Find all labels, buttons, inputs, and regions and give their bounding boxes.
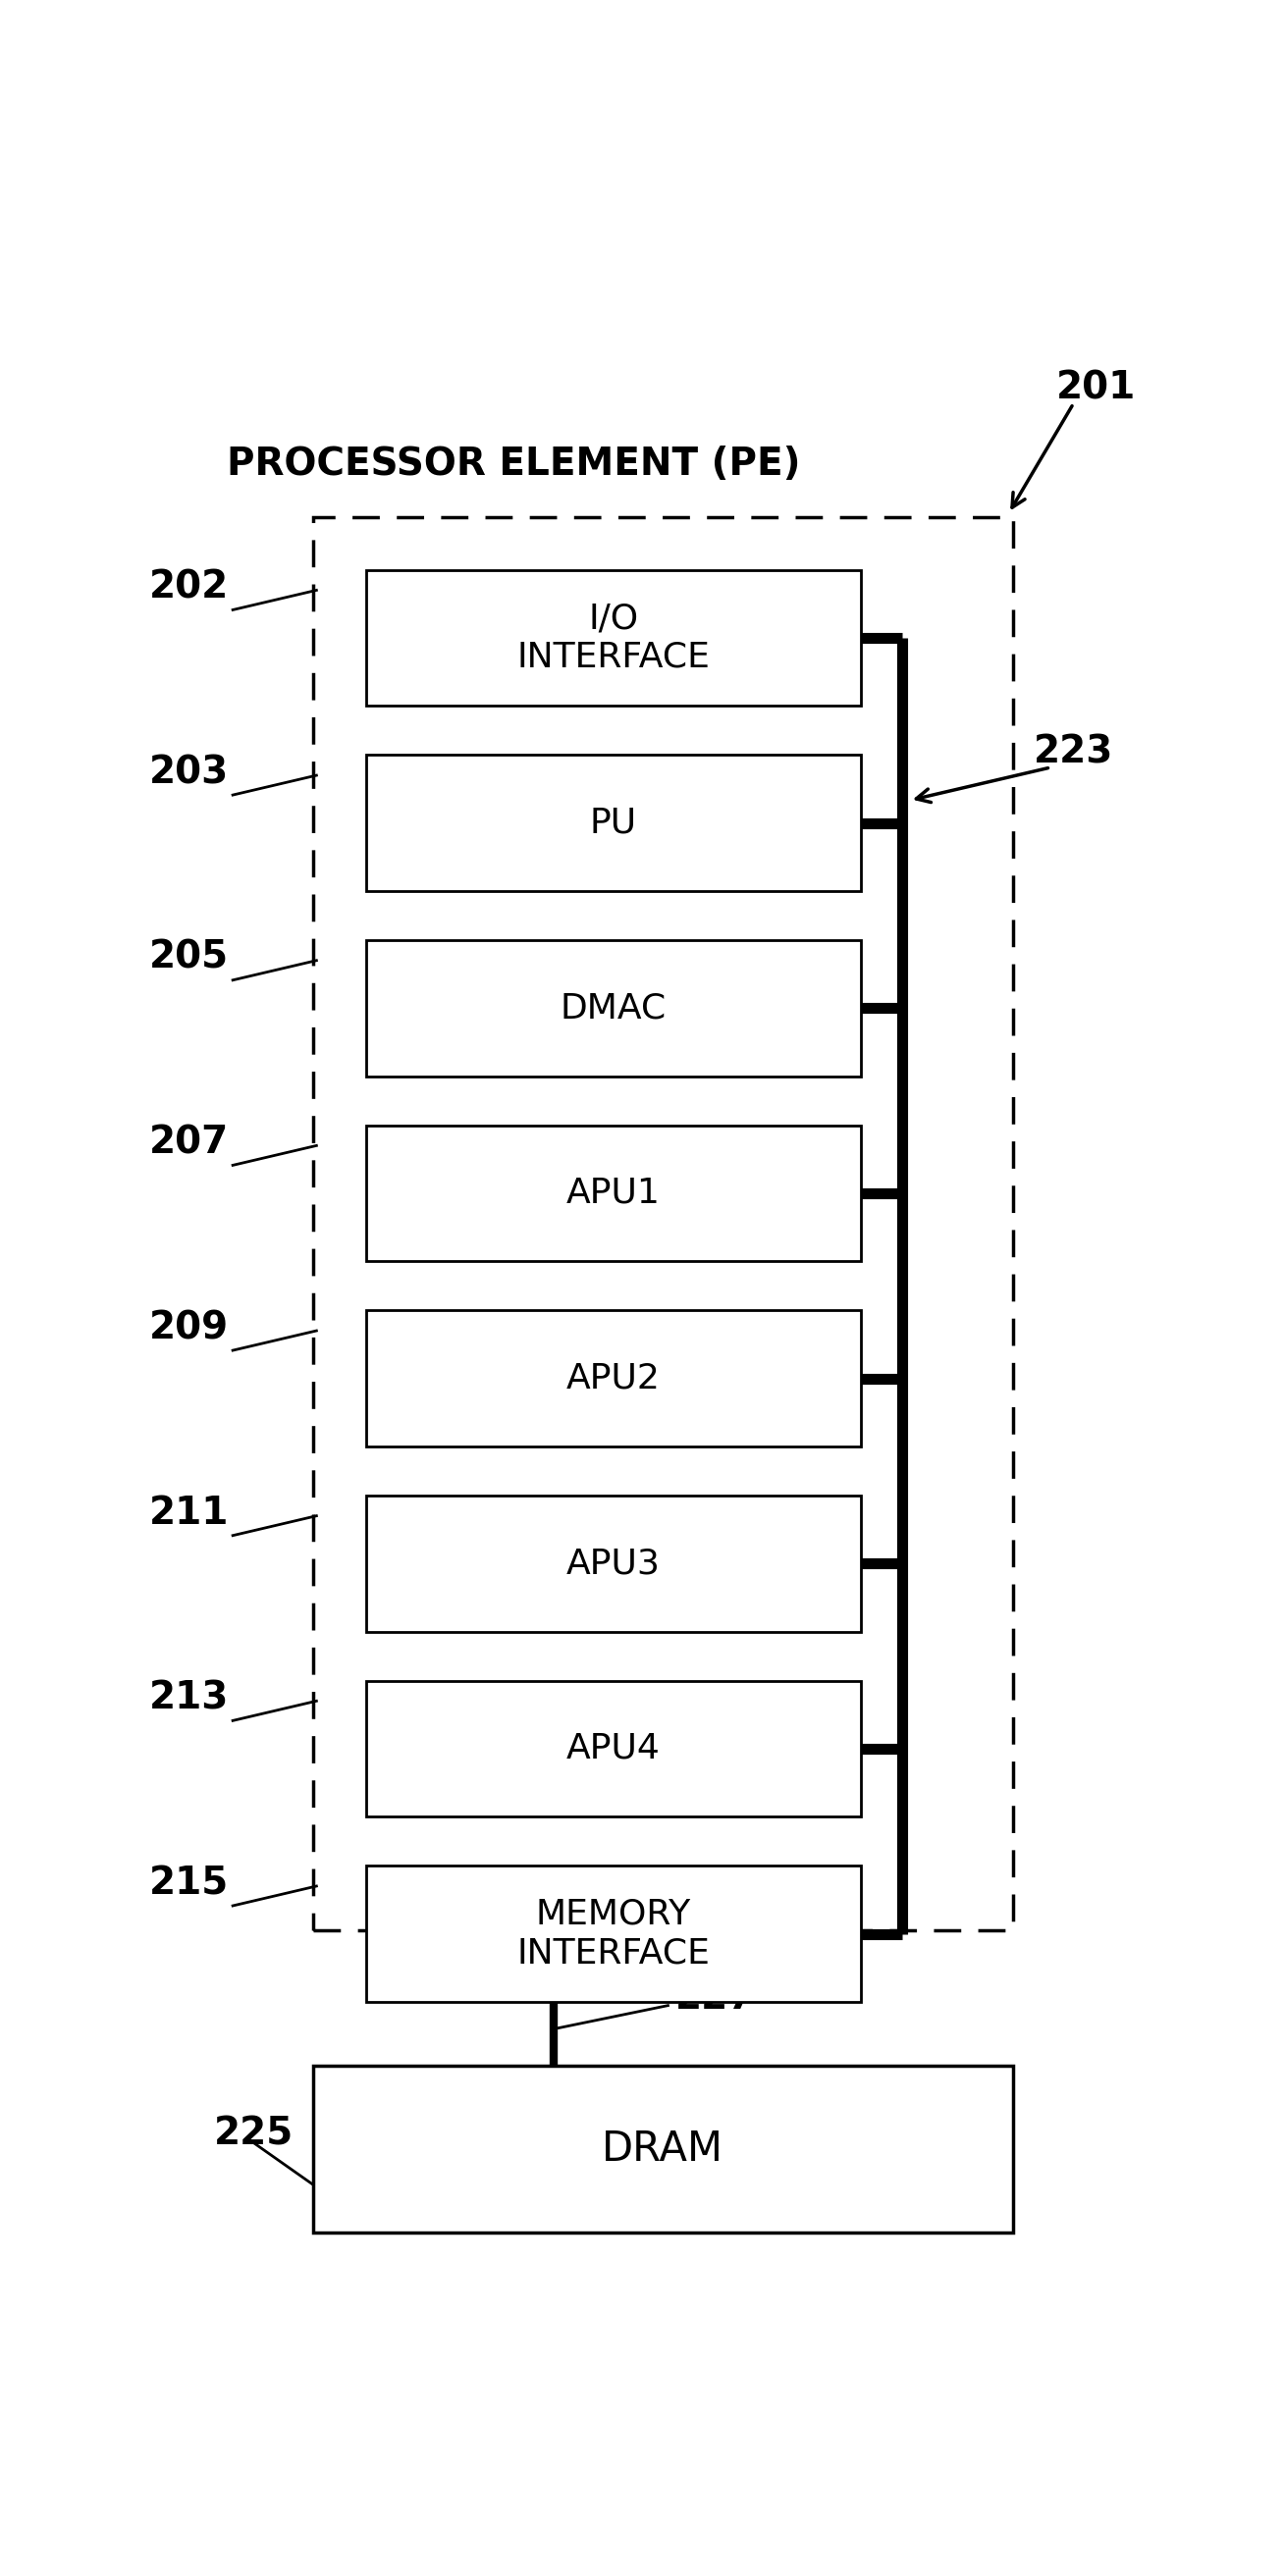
Text: MEMORY
INTERFACE: MEMORY INTERFACE bbox=[516, 1899, 710, 1971]
Text: 205: 205 bbox=[149, 940, 229, 976]
Text: 227: 227 bbox=[675, 1978, 755, 2017]
Bar bbox=[366, 1680, 860, 1816]
Text: 223: 223 bbox=[1034, 734, 1113, 770]
Text: PU: PU bbox=[589, 806, 637, 840]
Text: 209: 209 bbox=[149, 1309, 229, 1347]
Bar bbox=[313, 518, 1013, 1929]
Text: 213: 213 bbox=[149, 1680, 229, 1716]
Bar bbox=[366, 1126, 860, 1262]
Text: APU3: APU3 bbox=[566, 1546, 660, 1579]
Text: 211: 211 bbox=[149, 1494, 229, 1533]
Bar bbox=[366, 1311, 860, 1445]
Text: 202: 202 bbox=[149, 569, 229, 605]
Text: I/O
INTERFACE: I/O INTERFACE bbox=[516, 603, 710, 675]
Text: APU1: APU1 bbox=[566, 1177, 660, 1211]
Text: 201: 201 bbox=[1057, 371, 1136, 407]
Bar bbox=[366, 569, 860, 706]
Bar bbox=[366, 940, 860, 1077]
Text: 203: 203 bbox=[149, 755, 229, 791]
Bar bbox=[366, 1497, 860, 1631]
Bar bbox=[366, 755, 860, 891]
Text: 207: 207 bbox=[149, 1123, 229, 1162]
Text: PROCESSOR ELEMENT (PE): PROCESSOR ELEMENT (PE) bbox=[226, 446, 800, 482]
Text: 225: 225 bbox=[213, 2115, 294, 2154]
Text: DMAC: DMAC bbox=[560, 992, 666, 1025]
Text: DRAM: DRAM bbox=[602, 2128, 723, 2169]
Text: APU4: APU4 bbox=[566, 1731, 660, 1765]
Text: 215: 215 bbox=[149, 1865, 229, 1901]
Bar bbox=[366, 1865, 860, 2002]
Text: APU2: APU2 bbox=[566, 1363, 660, 1396]
Bar bbox=[313, 2066, 1013, 2233]
